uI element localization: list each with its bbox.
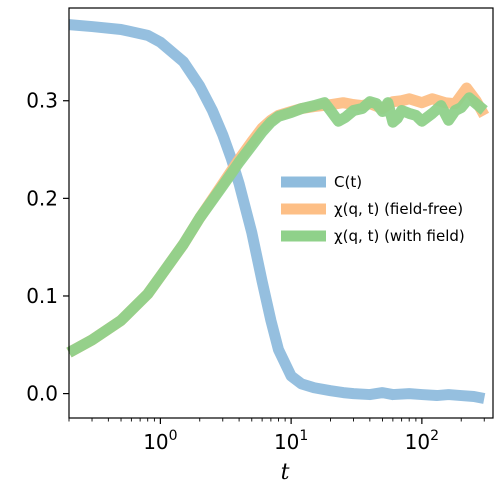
x-tick-exponent-0: 0 bbox=[169, 428, 178, 444]
x-tick-exponent-1: 1 bbox=[299, 428, 308, 444]
y-tick-label-2: 0.2 bbox=[26, 186, 58, 210]
legend-label-chi-field-free: χ(q, t) (field-free) bbox=[334, 200, 463, 218]
series-line-2 bbox=[66, 92, 488, 358]
x-tick-label-0: 100 bbox=[143, 428, 177, 454]
legend-entry-c: C(t) bbox=[281, 173, 362, 191]
series-layer bbox=[66, 19, 490, 404]
x-axis-label: t bbox=[281, 460, 290, 485]
x-tick-exponent-2: 2 bbox=[430, 428, 439, 444]
x-tick-label-2: 102 bbox=[405, 428, 439, 454]
axes-frame bbox=[68, 7, 494, 419]
legend-entry-chi-field-free: χ(q, t) (field-free) bbox=[281, 200, 463, 218]
legend: C(t) χ(q, t) (field-free) χ(q, t) (with … bbox=[281, 173, 465, 245]
y-tick-label-1: 0.1 bbox=[26, 284, 58, 308]
legend-label-c: C(t) bbox=[334, 173, 362, 191]
legend-entry-chi-with-field: χ(q, t) (with field) bbox=[281, 227, 465, 245]
series-line-0 bbox=[68, 19, 486, 404]
x-tick-label-1: 101 bbox=[274, 428, 308, 454]
y-tick-label-3: 0.3 bbox=[26, 89, 58, 113]
y-tick-label-0: 0.0 bbox=[26, 382, 58, 406]
legend-label-chi-with-field: χ(q, t) (with field) bbox=[334, 227, 465, 245]
